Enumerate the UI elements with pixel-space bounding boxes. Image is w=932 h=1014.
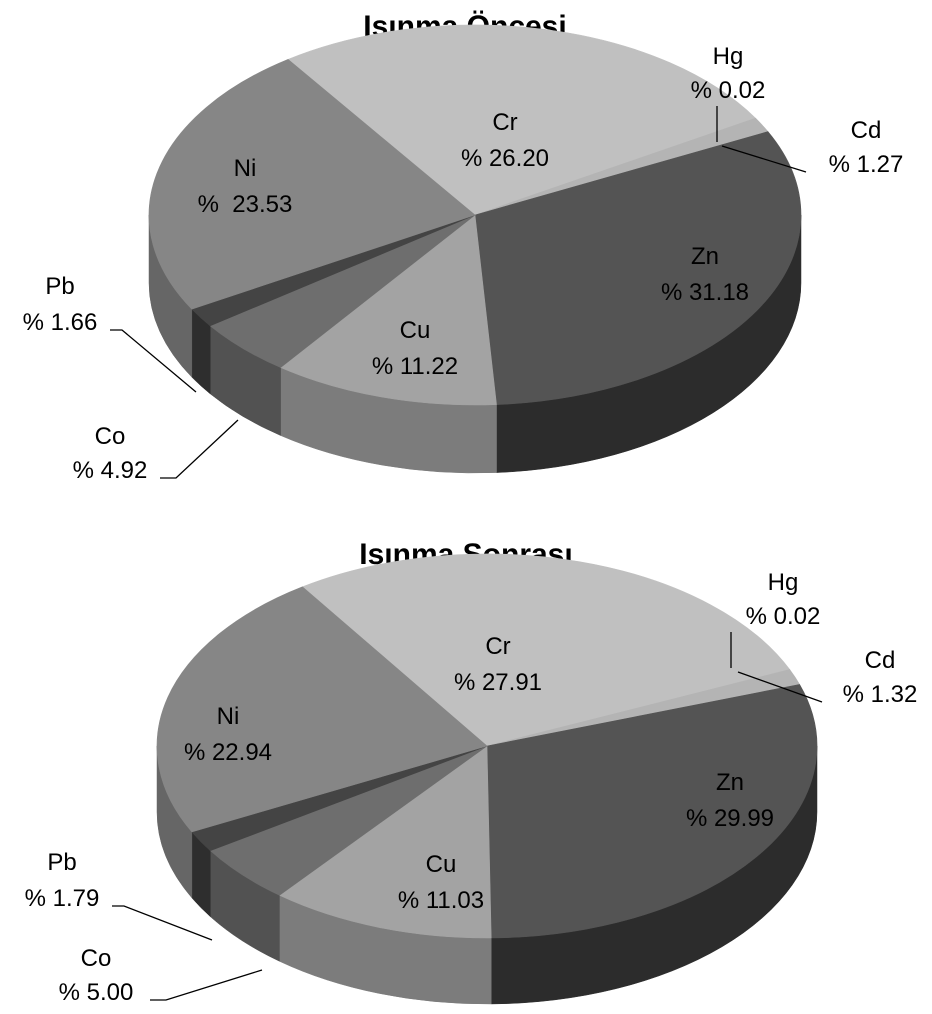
slice-zn	[486, 684, 818, 939]
slice-labels: Cr % 26.20 Hg % 0.02 Cd % 1.27 Zn % 31.18 Cu % 11…	[23, 43, 904, 484]
slice-value-cu: % 11.03	[398, 887, 484, 914]
slice-value-cr: % 27.91	[454, 669, 542, 696]
leader-line-pb	[110, 329, 197, 393]
slice-cr	[301, 553, 791, 747]
slice-cr	[287, 24, 756, 216]
pie-tops	[148, 24, 802, 406]
slice-value-hg: % 0.02	[691, 77, 766, 104]
slice-value-cd: % 1.27	[829, 151, 904, 178]
slice-value-ni: % 23.53	[198, 191, 293, 218]
slice-label-cr: Cr	[485, 633, 510, 660]
slice-label-zn: Zn	[691, 243, 719, 270]
slice-value-cr: % 26.20	[461, 145, 549, 172]
slice-label-co: Co	[81, 945, 112, 972]
leader-line-cd	[737, 671, 823, 703]
slice-value-ni: % 22.94	[184, 739, 272, 766]
slice-label-cu: Cu	[400, 317, 431, 344]
slice-value-pb: % 1.66	[23, 309, 98, 336]
slice-zn	[474, 131, 802, 405]
leader-line-co	[150, 969, 263, 1001]
slice-label-cu: Cu	[426, 851, 457, 878]
slice-label-cd: Cd	[865, 647, 896, 674]
leader-line-co	[160, 419, 239, 479]
slice-value-zn: % 31.18	[661, 279, 749, 306]
slice-label-ni: Ni	[234, 155, 257, 182]
slice-labels: Cr % 27.91 Hg % 0.02 Cd % 1.32 Zn % 29.99 Cu % 11…	[25, 569, 918, 1006]
slice-label-cd: Cd	[851, 117, 882, 144]
slice-label-hg: Hg	[713, 43, 744, 70]
slice-value-cd: % 1.32	[843, 681, 918, 708]
slice-value-zn: % 29.99	[686, 805, 774, 832]
slice-ni	[156, 586, 488, 833]
slice-value-cu: % 11.22	[372, 353, 458, 380]
slice-cu	[278, 745, 492, 939]
pie-sides	[148, 214, 802, 474]
slice-value-hg: % 0.02	[746, 603, 821, 630]
pie-tops	[156, 553, 818, 939]
slice-label-co: Co	[95, 423, 126, 450]
slice-label-pb: Pb	[45, 273, 74, 300]
slice-label-pb: Pb	[47, 849, 76, 876]
slice-value-co: % 4.92	[73, 457, 148, 484]
slice-cu	[280, 214, 497, 406]
slice-label-cr: Cr	[492, 109, 517, 136]
leader-line-cd	[721, 145, 807, 173]
leader-line-pb	[112, 905, 213, 941]
slice-value-co: % 5.00	[59, 979, 134, 1006]
slice-value-pb: % 1.79	[25, 885, 100, 912]
slice-label-ni: Ni	[217, 703, 240, 730]
slice-ni	[148, 59, 476, 310]
slice-label-zn: Zn	[716, 769, 744, 796]
slice-label-hg: Hg	[768, 569, 799, 596]
